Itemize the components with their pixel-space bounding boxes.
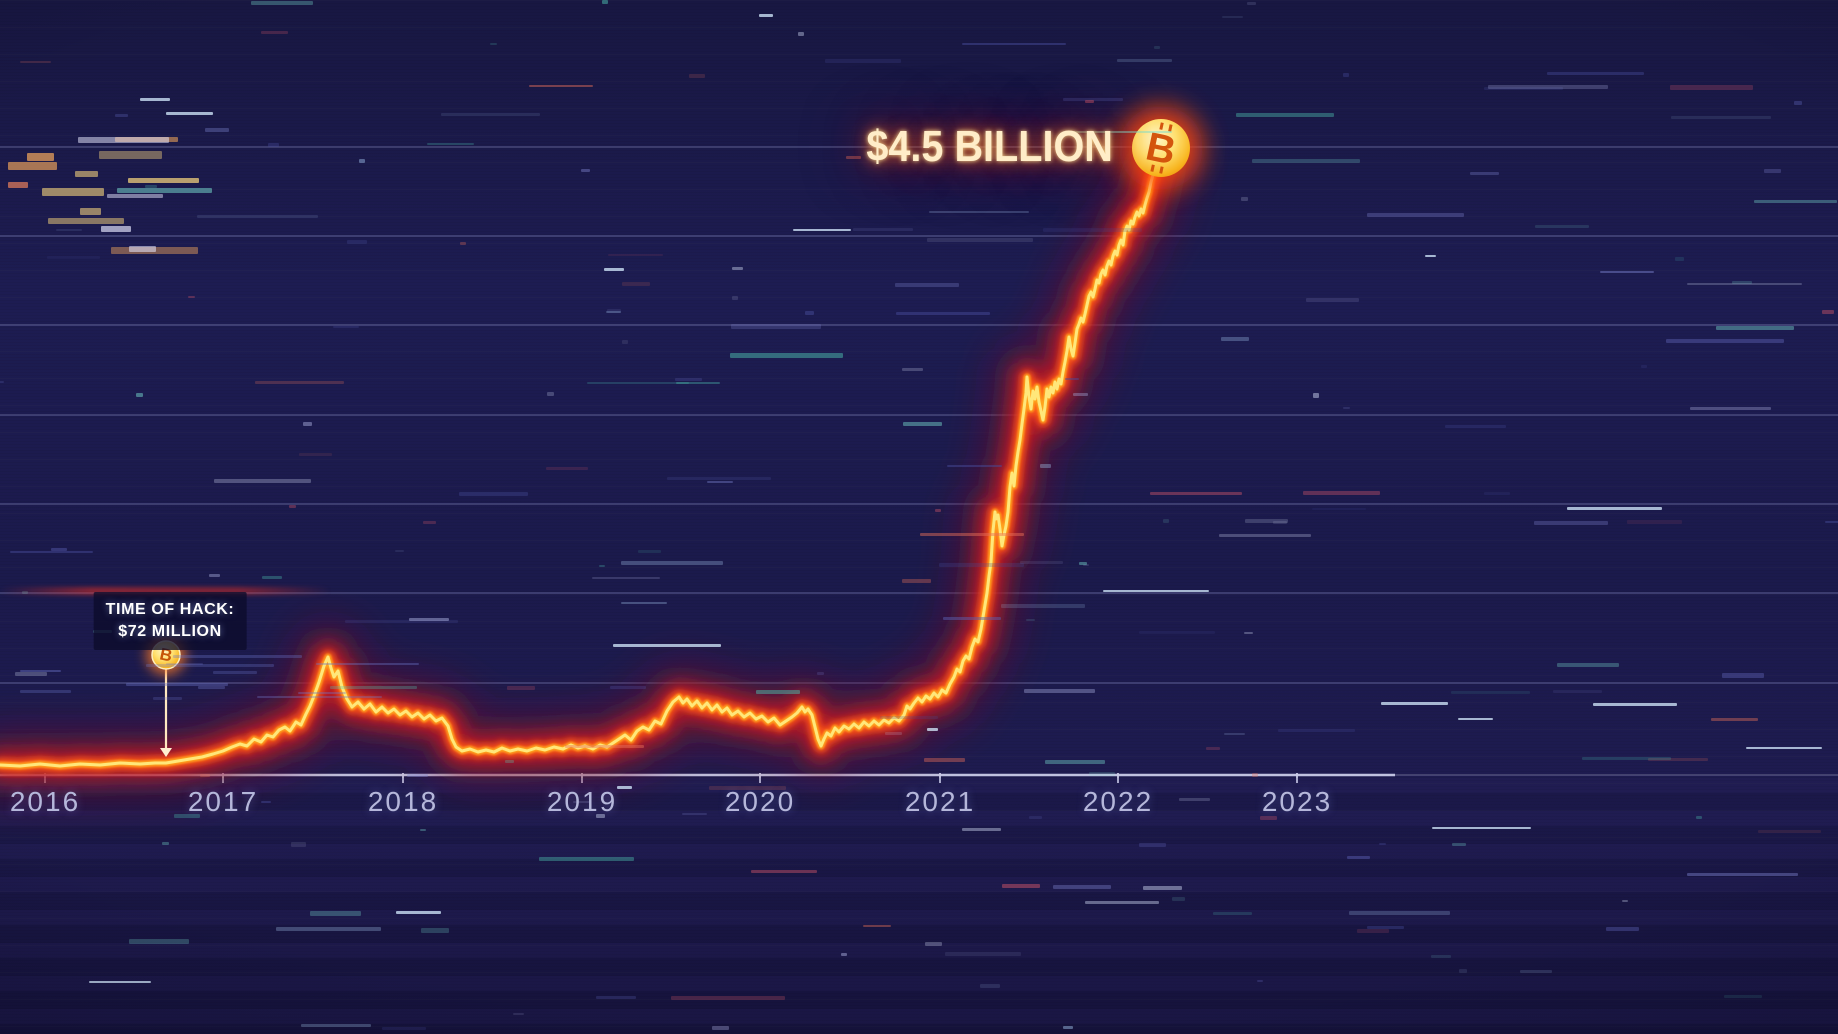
price-line-core — [0, 164, 1159, 768]
peak-marker: B — [1119, 106, 1203, 190]
price-line-haze — [0, 134, 1189, 798]
x-axis — [0, 773, 1838, 783]
hack-red-glow-band — [0, 587, 330, 595]
hack-pointer-arrow-icon — [160, 748, 172, 757]
bitcoin-icon — [1132, 119, 1190, 177]
gridlines — [0, 146, 1838, 684]
price-line — [0, 134, 1189, 798]
